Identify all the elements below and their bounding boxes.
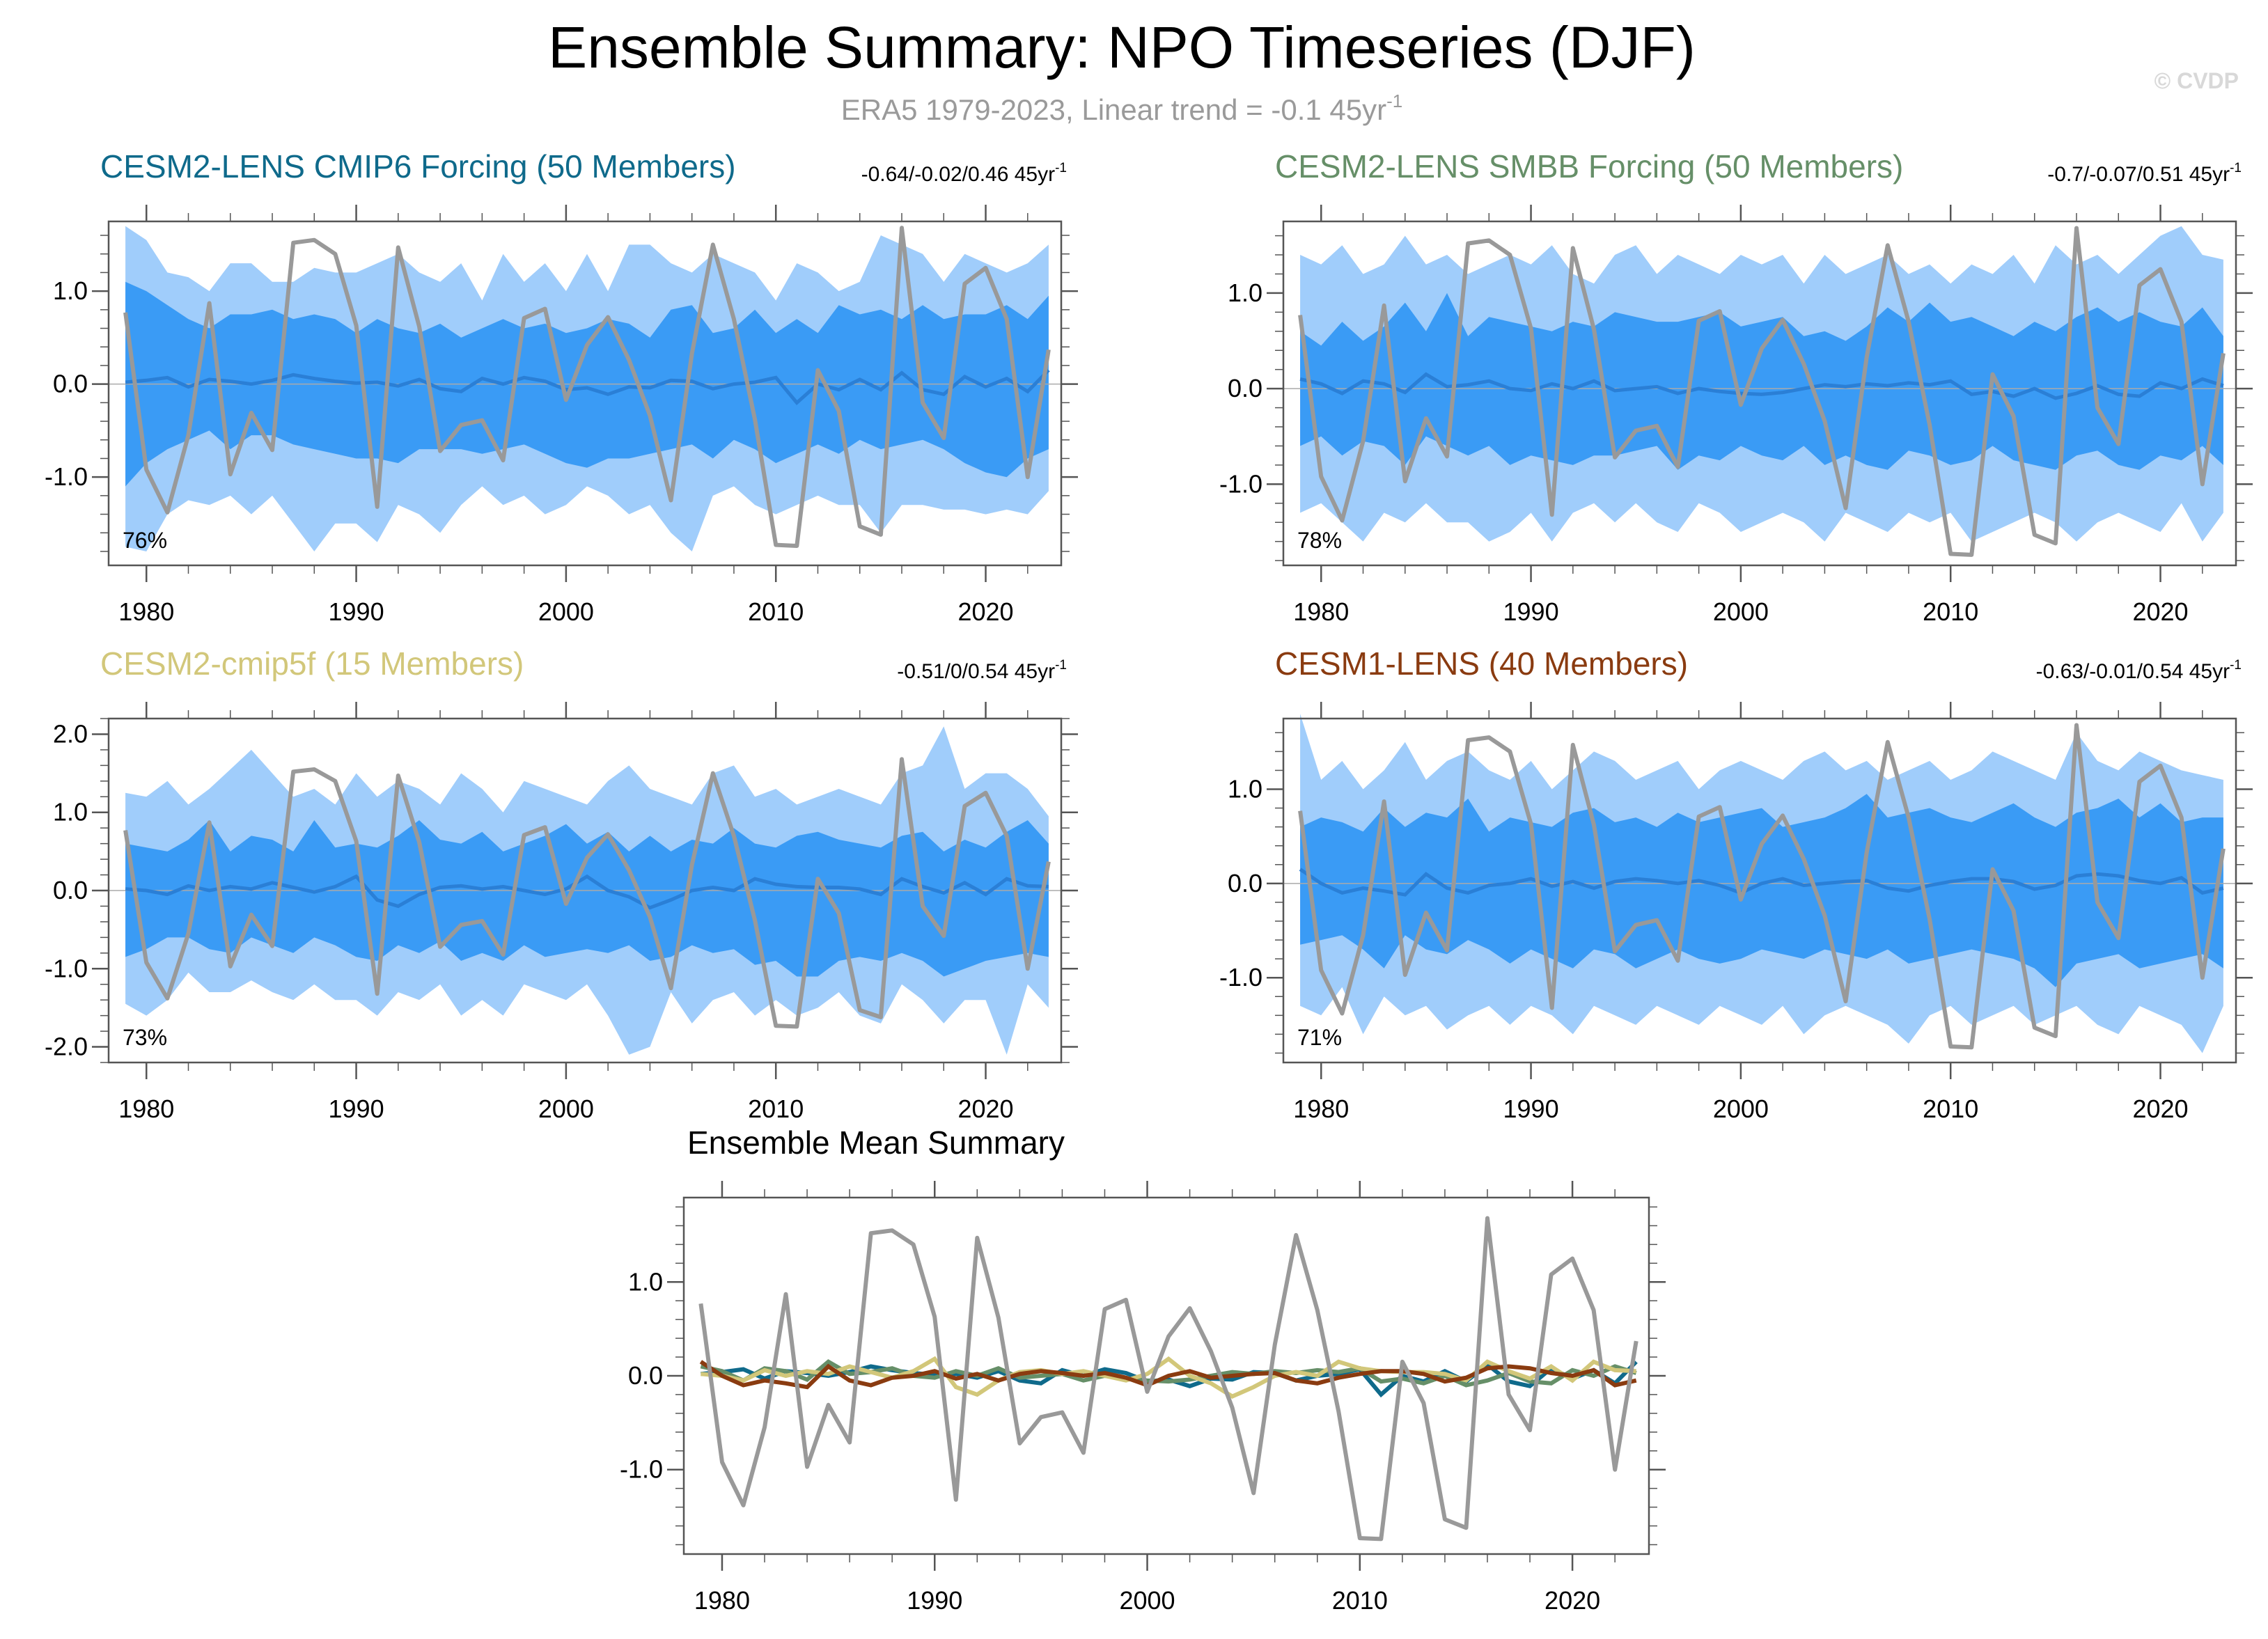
y-tick-label: -1.0 bbox=[1219, 963, 1262, 991]
x-tick-label: 1990 bbox=[1503, 597, 1559, 626]
panel-smbb: CESM2-LENS SMBB Forcing (50 Members) -0.7… bbox=[1219, 148, 2253, 626]
x-tick-label: 2020 bbox=[2132, 597, 2188, 626]
x-tick-label: 1980 bbox=[118, 1095, 174, 1123]
y-tick-label: -1.0 bbox=[1219, 469, 1262, 498]
trend-stat: -0.63/-0.01/0.54 45yr-1 bbox=[2036, 658, 2242, 683]
watermark: © CVDP bbox=[2154, 68, 2239, 93]
x-tick-label: 2000 bbox=[538, 597, 594, 626]
x-tick-label: 2010 bbox=[1332, 1586, 1388, 1615]
pattern-correlation-percent: 78% bbox=[1297, 528, 1342, 553]
x-tick-label: 2010 bbox=[1923, 597, 1978, 626]
trend-stat-sup: -1 bbox=[2230, 161, 2242, 175]
trend-stat-sup: -1 bbox=[1055, 161, 1067, 175]
x-tick-label: 2000 bbox=[1713, 597, 1769, 626]
trend-stat-text: -0.64/-0.02/0.46 45yr bbox=[861, 163, 1056, 186]
y-tick-label: 1.0 bbox=[53, 276, 88, 305]
y-tick-label: 0.0 bbox=[53, 370, 88, 398]
pattern-correlation-percent: 71% bbox=[1297, 1025, 1342, 1050]
panel-title: CESM2-cmip5f (15 Members) bbox=[100, 645, 524, 682]
plot-frame bbox=[1282, 717, 2237, 1064]
trend-stat-text: -0.63/-0.01/0.54 45yr bbox=[2036, 660, 2230, 683]
panel-mean_summary: Ensemble Mean Summary 1.0 0.0 -1.0 1980 1990 2… bbox=[620, 1124, 1666, 1615]
x-tick-label: 2000 bbox=[538, 1095, 594, 1123]
observed-line bbox=[123, 757, 1051, 1029]
panel-title: CESM2-LENS SMBB Forcing (50 Members) bbox=[1275, 148, 1903, 185]
trend-stat-sup: -1 bbox=[1055, 658, 1067, 673]
x-tick-label: 2000 bbox=[1713, 1095, 1769, 1123]
panel-cmip6: CESM2-LENS CMIP6 Forcing (50 Members) -0.… bbox=[45, 148, 1078, 626]
x-tick-label: 1980 bbox=[1293, 1095, 1349, 1123]
x-tick-label: 2000 bbox=[1119, 1586, 1175, 1615]
percentile-band bbox=[125, 820, 1049, 977]
x-tick-label: 2010 bbox=[748, 597, 804, 626]
panel-cesm1: CESM1-LENS (40 Members) -0.63/-0.01/0.54 … bbox=[1219, 645, 2253, 1123]
plot-frame bbox=[107, 220, 1063, 567]
y-tick-label: 1.0 bbox=[1228, 775, 1262, 803]
y-tick-label: 1.0 bbox=[628, 1267, 663, 1296]
trend-stat-text: -0.7/-0.07/0.51 45yr bbox=[2047, 163, 2230, 186]
x-tick-label: 1980 bbox=[118, 597, 174, 626]
pattern-correlation-percent: 73% bbox=[123, 1025, 167, 1050]
panel-cmip5f: CESM2-cmip5f (15 Members) -0.51/0/0.54 45… bbox=[45, 645, 1078, 1123]
y-tick-label: 1.0 bbox=[53, 798, 88, 826]
x-tick-label: 1980 bbox=[694, 1586, 750, 1615]
y-tick-label: 2.0 bbox=[53, 719, 88, 748]
y-tick-label: -2.0 bbox=[45, 1033, 88, 1061]
x-tick-label: 2010 bbox=[1923, 1095, 1978, 1123]
x-tick-label: 1990 bbox=[1503, 1095, 1559, 1123]
trend-stat: -0.51/0/0.54 45yr-1 bbox=[897, 658, 1067, 683]
y-tick-label: -1.0 bbox=[45, 462, 88, 491]
panel-title: Ensemble Mean Summary bbox=[687, 1124, 1065, 1161]
panel-title: CESM2-LENS CMIP6 Forcing (50 Members) bbox=[100, 148, 736, 185]
x-tick-label: 1980 bbox=[1293, 597, 1349, 626]
x-tick-label: 2020 bbox=[2132, 1095, 2188, 1123]
y-tick-label: 0.0 bbox=[53, 876, 88, 904]
trend-stat-sup: -1 bbox=[2230, 658, 2242, 673]
x-tick-label: 1990 bbox=[907, 1586, 962, 1615]
figure-title: Ensemble Summary: NPO Timeseries (DJF) bbox=[548, 15, 1696, 80]
y-tick-label: -1.0 bbox=[45, 954, 88, 982]
y-tick-label: 0.0 bbox=[1228, 869, 1262, 897]
y-tick-label: 1.0 bbox=[1228, 279, 1262, 307]
observed-line bbox=[1298, 723, 2226, 1050]
x-tick-label: 2020 bbox=[957, 1095, 1013, 1123]
percentile-band bbox=[1300, 794, 2223, 987]
x-tick-label: 1990 bbox=[329, 597, 384, 626]
observed-line bbox=[1298, 226, 2226, 557]
plot-frame bbox=[1282, 220, 2237, 567]
y-tick-label: -1.0 bbox=[620, 1455, 663, 1484]
x-tick-label: 1990 bbox=[329, 1095, 384, 1123]
y-tick-label: 0.0 bbox=[1228, 374, 1262, 402]
x-tick-label: 2020 bbox=[1544, 1586, 1600, 1615]
trend-stat-text: -0.51/0/0.54 45yr bbox=[897, 660, 1055, 683]
y-tick-label: 0.0 bbox=[628, 1361, 663, 1390]
x-tick-label: 2010 bbox=[748, 1095, 804, 1123]
figure-subtitle: ERA5 1979-2023, Linear trend = -0.1 45yr… bbox=[841, 91, 1402, 126]
observed-line bbox=[123, 226, 1051, 548]
trend-stat: -0.7/-0.07/0.51 45yr-1 bbox=[2047, 161, 2242, 186]
panel-title: CESM1-LENS (40 Members) bbox=[1275, 645, 1688, 682]
observed-line bbox=[698, 1216, 1639, 1542]
x-tick-label: 2020 bbox=[957, 597, 1013, 626]
pattern-correlation-percent: 76% bbox=[123, 528, 167, 553]
trend-stat: -0.64/-0.02/0.46 45yr-1 bbox=[861, 161, 1067, 186]
panels: CESM2-LENS CMIP6 Forcing (50 Members) -0.… bbox=[45, 148, 2253, 1615]
